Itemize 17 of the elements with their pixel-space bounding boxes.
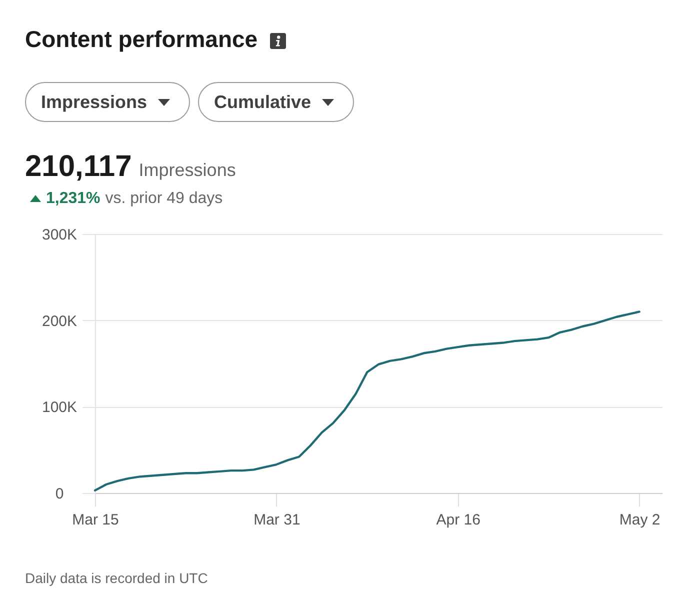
y-tick-label: 200K	[42, 312, 78, 330]
text: vs. prior 49 days	[105, 189, 223, 208]
text: 1,231%	[46, 189, 100, 208]
x-tick-label: Mar 31	[254, 512, 300, 528]
line-series	[94, 310, 640, 492]
text: Impressions	[138, 160, 236, 180]
dropdown: Impressions	[25, 82, 190, 122]
y-tick-label: 100K	[42, 399, 78, 416]
x-tick-label: Mar 15	[72, 512, 119, 528]
dropdown: Cumulative	[198, 82, 354, 122]
x-tick-label: May 2	[619, 512, 660, 528]
y-tick-label: 300K	[42, 226, 78, 244]
text: 210,117	[25, 150, 132, 183]
chart-title: Content performance	[25, 26, 258, 53]
x-tick-label: Apr 16	[436, 512, 480, 528]
text: Daily data is recorded in UTC	[25, 570, 208, 587]
y-tick-label: 0	[55, 486, 64, 502]
